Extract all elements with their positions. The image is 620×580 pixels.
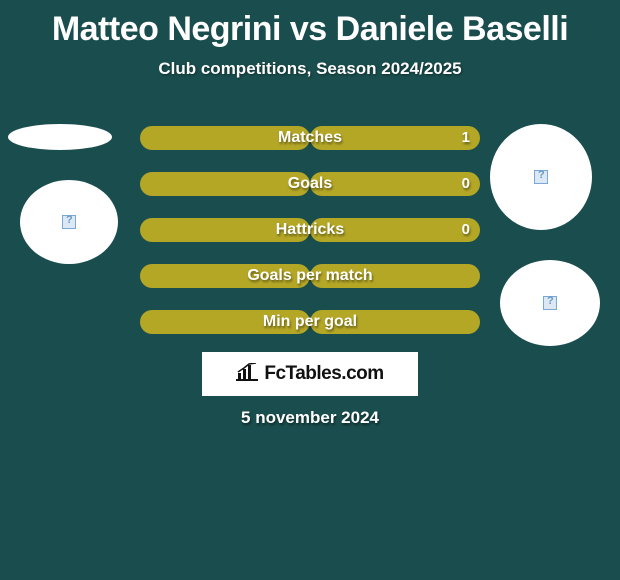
stat-bar-right	[310, 126, 480, 150]
stat-bar-left	[140, 172, 310, 196]
banner-text: FcTables.com	[264, 363, 383, 385]
stats-bars: Matches1 Goals0 Hattricks0 Goals per match M…	[140, 126, 480, 356]
player-right-avatar-1	[490, 124, 592, 230]
stat-bar-left	[140, 264, 310, 288]
stat-value-right: 1	[462, 126, 470, 150]
stat-row: Matches1	[140, 126, 480, 150]
missing-image-icon	[534, 170, 548, 184]
source-banner[interactable]: FcTables.com	[202, 352, 418, 396]
footer-date: 5 november 2024	[0, 408, 620, 428]
player-right-avatar-2	[500, 260, 600, 346]
stat-value-right: 0	[462, 172, 470, 196]
player-left-shadow	[8, 124, 112, 150]
subtitle: Club competitions, Season 2024/2025	[0, 59, 620, 79]
player-left-avatar	[20, 180, 118, 264]
stat-value-right: 0	[462, 218, 470, 242]
stat-bar-right	[310, 218, 480, 242]
stat-bar-right	[310, 172, 480, 196]
stat-row: Goals0	[140, 172, 480, 196]
missing-image-icon	[543, 296, 557, 310]
stat-bar-right	[310, 264, 480, 288]
stat-row: Min per goal	[140, 310, 480, 334]
stat-row: Hattricks0	[140, 218, 480, 242]
stat-bar-left	[140, 126, 310, 150]
stat-bar-left	[140, 310, 310, 334]
stat-bar-right	[310, 310, 480, 334]
stat-row: Goals per match	[140, 264, 480, 288]
chart-icon	[236, 363, 258, 386]
missing-image-icon	[62, 215, 76, 229]
page-title: Matteo Negrini vs Daniele Baselli	[0, 0, 620, 49]
stat-bar-left	[140, 218, 310, 242]
